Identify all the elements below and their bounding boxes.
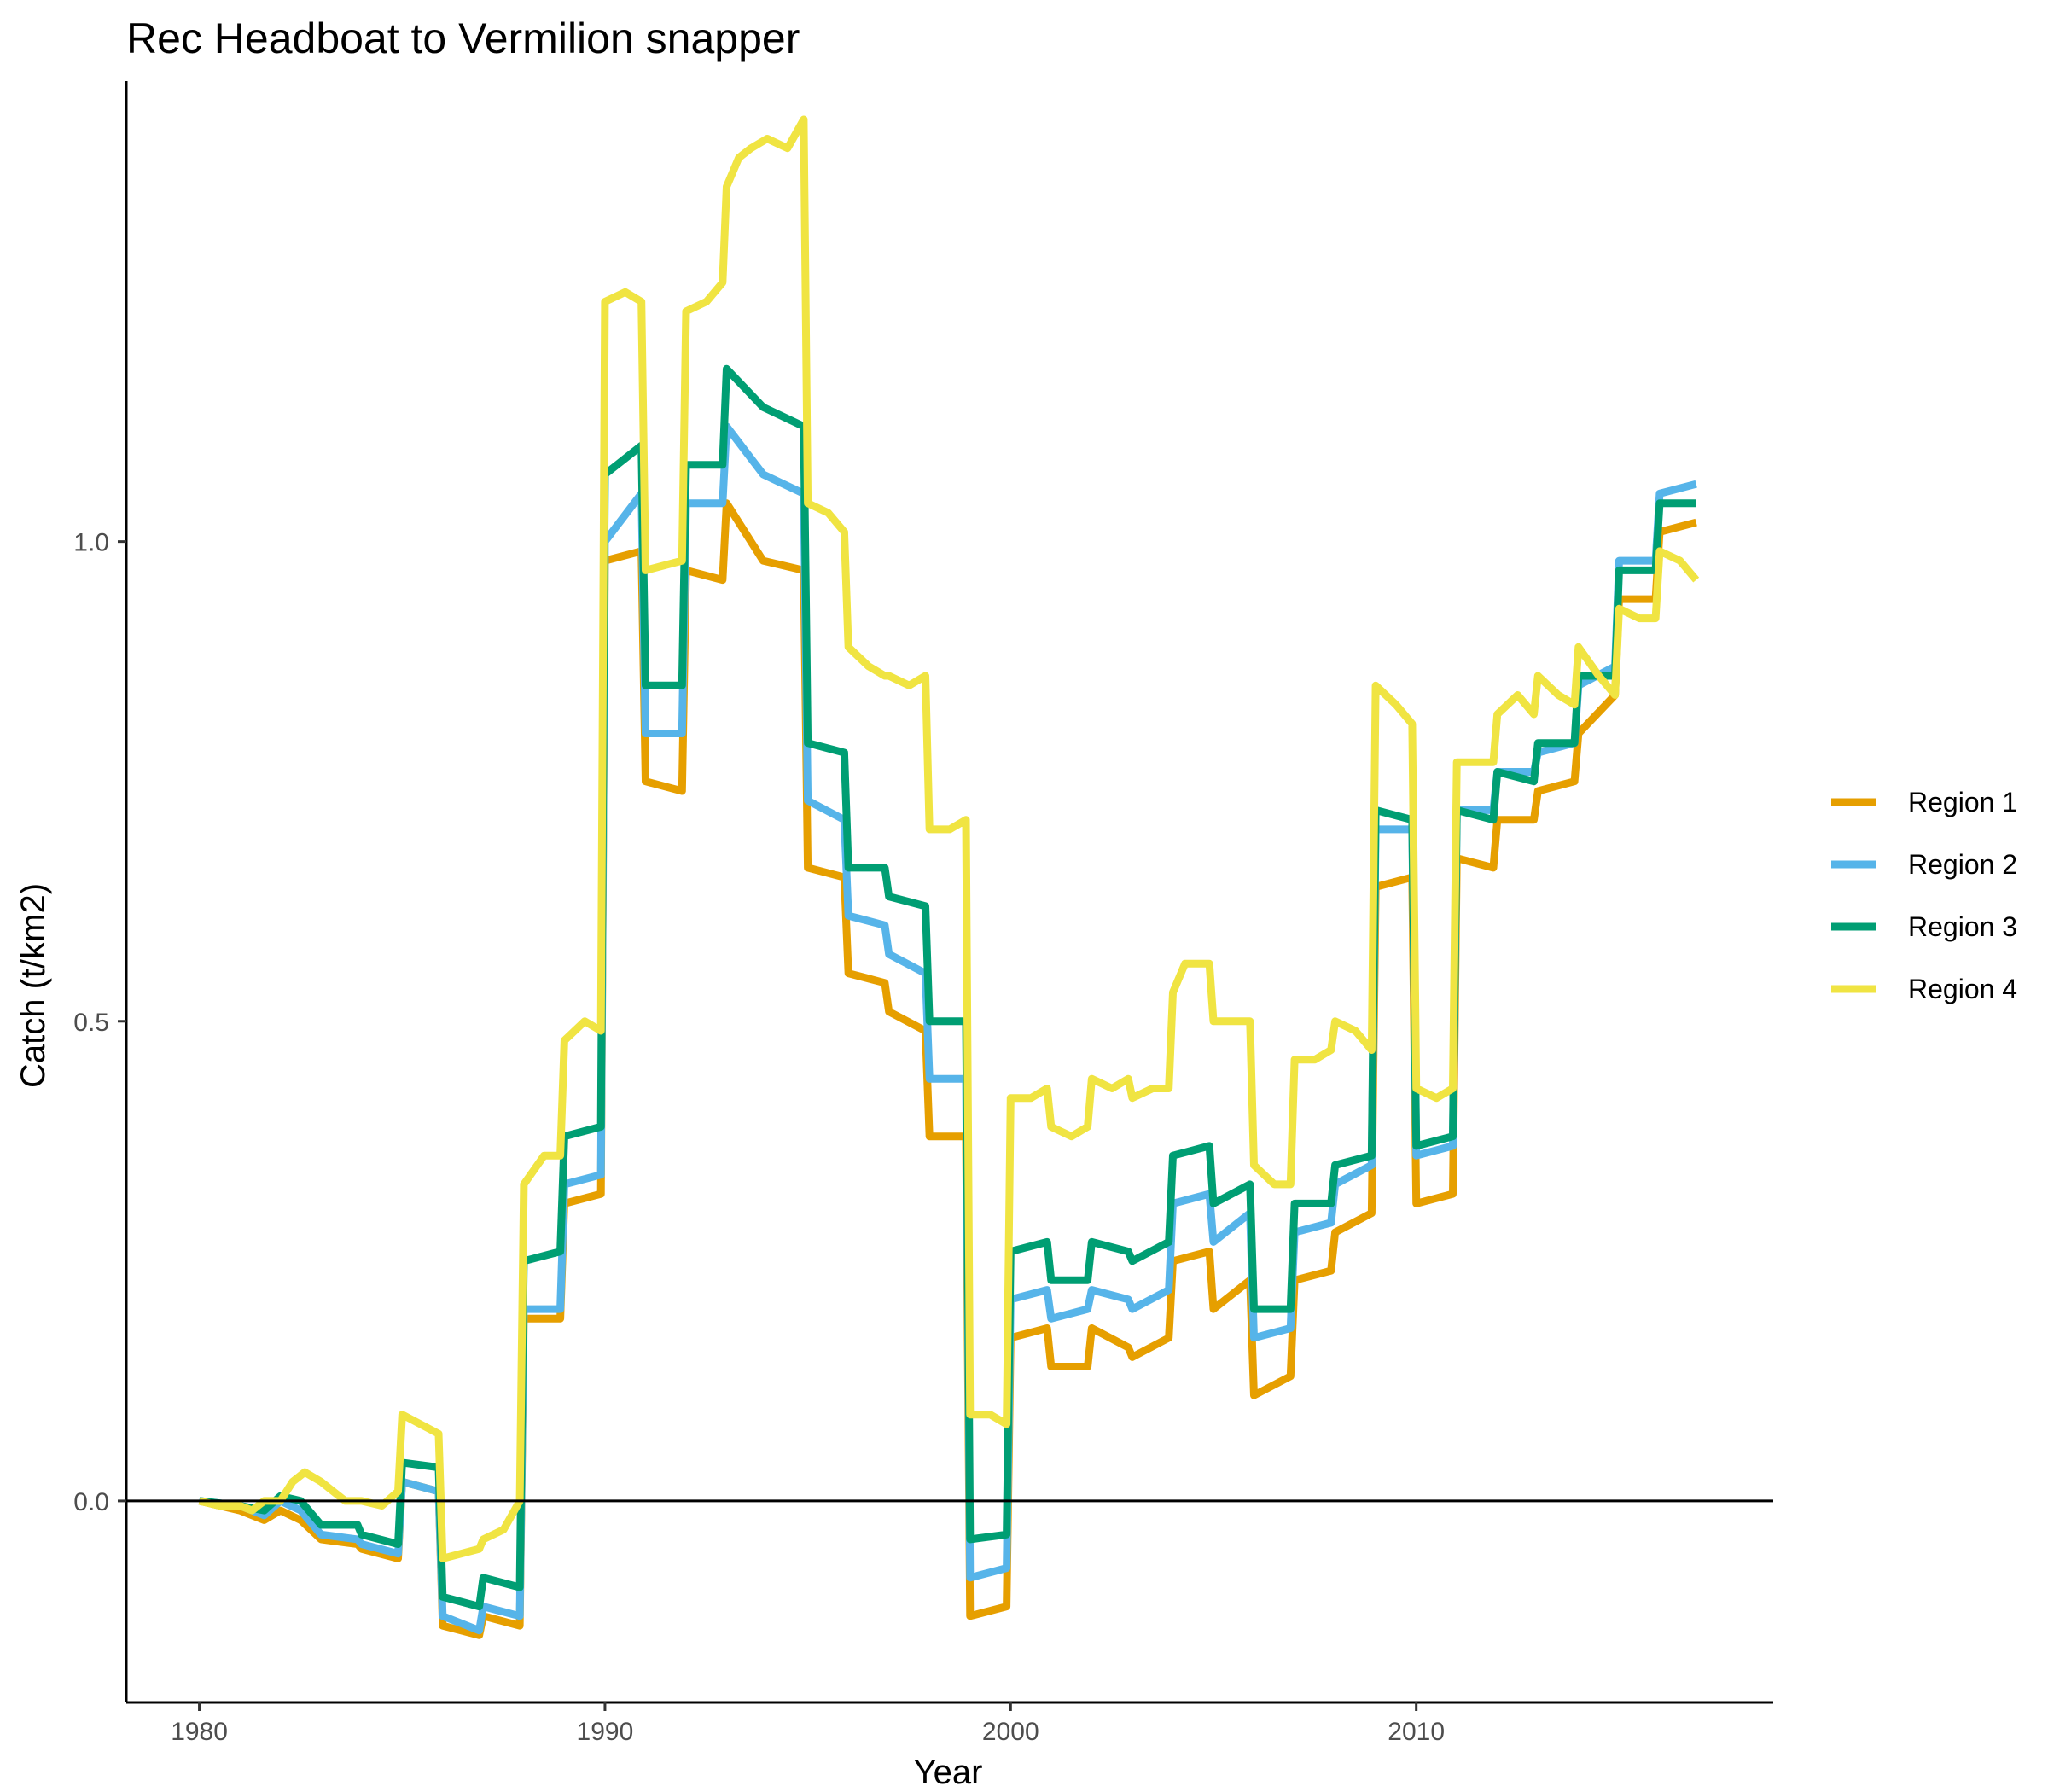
chart-title: Rec Headboat to Vermilion snapper [126,15,800,62]
x-axis-ticks: 1980 1990 2000 2010 [171,1702,1445,1746]
legend-label-region-2: Region 2 [1908,849,2017,880]
series-line-region-4 [198,115,1700,1562]
x-tick-label: 2010 [1388,1718,1445,1746]
legend-label-region-1: Region 1 [1908,787,2017,817]
y-tick-label: 1.0 [73,529,109,557]
x-tick-label: 1980 [171,1718,228,1746]
y-axis-title: Catch (t/km2) [15,883,52,1088]
y-axis-ticks: 0.0 0.5 1.0 [73,529,126,1516]
series-layer [198,115,1700,1639]
legend: Region 1 Region 2 Region 3 Region 4 [1831,787,2017,1004]
legend-label-region-3: Region 3 [1908,911,2017,942]
plot-area: 1980 1990 2000 2010 0.0 0.5 1.0 [73,81,1773,1746]
y-tick-label: 0.5 [73,1009,109,1037]
x-axis-title: Year [914,1754,983,1791]
x-tick-label: 1990 [577,1718,634,1746]
x-tick-label: 2000 [982,1718,1039,1746]
y-tick-label: 0.0 [73,1488,109,1516]
legend-label-region-4: Region 4 [1908,974,2017,1004]
